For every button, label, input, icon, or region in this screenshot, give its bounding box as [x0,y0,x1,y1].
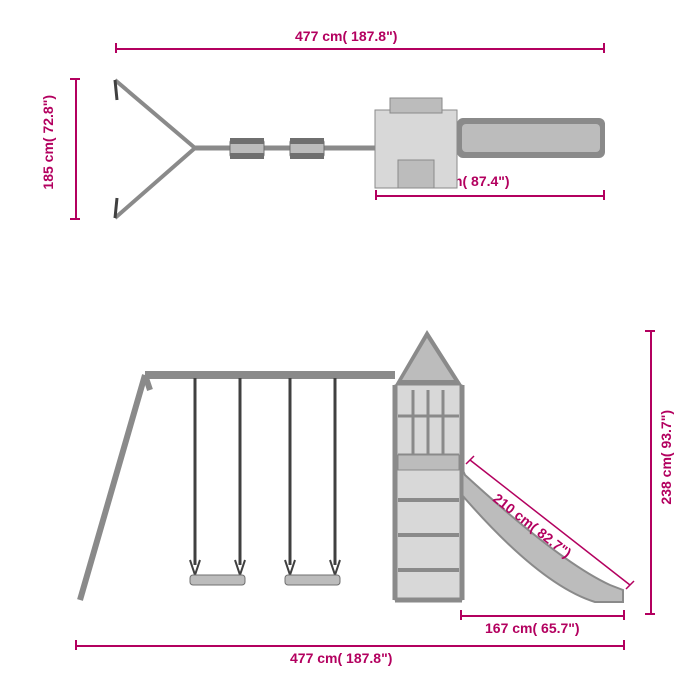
dim-bottom-width-tick-l [75,640,77,650]
dim-bottom-width-line [75,645,625,647]
dim-slidebase-tick-l [460,610,462,620]
dim-slidebase-tick-r [623,610,625,620]
dim-right-height-label: 238 cm( 93.7") [658,410,674,505]
dim-right-height-tick-b [645,613,655,615]
dim-bottom-width-label: 477 cm( 187.8") [290,650,392,666]
dim-right-height-line [650,330,652,615]
dim-right-height-tick-t [645,330,655,332]
front-view-drawing [0,0,700,700]
dim-bottom-width-tick-r [623,640,625,650]
dim-slidebase-line [460,615,625,617]
dim-slidebase-label: 167 cm( 65.7") [485,620,580,636]
